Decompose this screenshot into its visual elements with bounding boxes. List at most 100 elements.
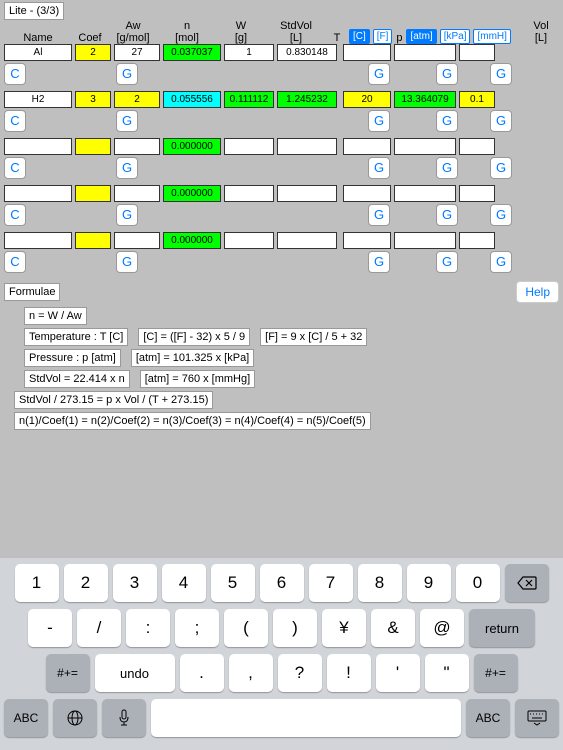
cell-aw[interactable]	[114, 232, 160, 249]
g-button[interactable]: G	[368, 157, 390, 179]
cell-t[interactable]	[343, 185, 391, 202]
cell-name[interactable]	[4, 185, 72, 202]
unit-c-button[interactable]: [C]	[349, 29, 370, 44]
key[interactable]: 4	[162, 564, 206, 602]
g-button[interactable]: G	[436, 204, 458, 226]
cell-name[interactable]: H2	[4, 91, 72, 108]
abc-key[interactable]: ABC	[4, 699, 48, 737]
cell-n[interactable]: 0.000000	[163, 232, 221, 249]
globe-key[interactable]	[53, 699, 97, 737]
key[interactable]: ¥	[322, 609, 366, 647]
cell-n[interactable]: 0.037037	[163, 44, 221, 61]
key[interactable]: 5	[211, 564, 255, 602]
cell-coef[interactable]	[75, 232, 111, 249]
return-key[interactable]: return	[469, 609, 535, 647]
cell-t[interactable]	[343, 44, 391, 61]
key[interactable]: @	[420, 609, 464, 647]
spacebar-key[interactable]	[151, 699, 461, 737]
key[interactable]: -	[28, 609, 72, 647]
g-button[interactable]: G	[436, 63, 458, 85]
g-button[interactable]: G	[116, 110, 138, 132]
cell-w[interactable]: 0.111112	[224, 91, 274, 108]
unit-atm-button[interactable]: [atm]	[406, 29, 436, 44]
cell-t[interactable]: 20	[343, 91, 391, 108]
cell-coef[interactable]: 2	[75, 44, 111, 61]
key[interactable]: /	[77, 609, 121, 647]
cell-t[interactable]	[343, 138, 391, 155]
key[interactable]: !	[327, 654, 371, 692]
g-button[interactable]: G	[368, 251, 390, 273]
cell-t[interactable]	[343, 232, 391, 249]
cell-vol[interactable]	[459, 185, 495, 202]
help-button[interactable]: Help	[516, 281, 559, 303]
cell-aw[interactable]	[114, 138, 160, 155]
c-button[interactable]: C	[4, 251, 26, 273]
mic-key[interactable]	[102, 699, 146, 737]
g-button[interactable]: G	[436, 157, 458, 179]
backspace-key[interactable]	[505, 564, 549, 602]
g-button[interactable]: G	[116, 157, 138, 179]
key[interactable]: 1	[15, 564, 59, 602]
cell-p[interactable]: 13.364079	[394, 91, 456, 108]
c-button[interactable]: C	[4, 157, 26, 179]
key[interactable]: ?	[278, 654, 322, 692]
c-button[interactable]: C	[4, 110, 26, 132]
key[interactable]: 6	[260, 564, 304, 602]
g-button[interactable]: G	[368, 204, 390, 226]
cell-w[interactable]	[224, 185, 274, 202]
cell-stdvol[interactable]	[277, 138, 337, 155]
cell-coef[interactable]	[75, 138, 111, 155]
cell-vol[interactable]	[459, 232, 495, 249]
g-button[interactable]: G	[116, 204, 138, 226]
c-button[interactable]: C	[4, 204, 26, 226]
key[interactable]: &	[371, 609, 415, 647]
key[interactable]: ,	[229, 654, 273, 692]
undo-key[interactable]: undo	[95, 654, 175, 692]
g-button[interactable]: G	[490, 63, 512, 85]
g-button[interactable]: G	[436, 251, 458, 273]
cell-aw[interactable]: 2	[114, 91, 160, 108]
g-button[interactable]: G	[490, 204, 512, 226]
cell-coef[interactable]: 3	[75, 91, 111, 108]
key[interactable]: 8	[358, 564, 402, 602]
g-button[interactable]: G	[490, 251, 512, 273]
g-button[interactable]: G	[436, 110, 458, 132]
cell-w[interactable]: 1	[224, 44, 274, 61]
key[interactable]: (	[224, 609, 268, 647]
g-button[interactable]: G	[116, 63, 138, 85]
cell-stdvol[interactable]: 1.245232	[277, 91, 337, 108]
cell-w[interactable]	[224, 232, 274, 249]
key[interactable]: '	[376, 654, 420, 692]
cell-p[interactable]	[394, 44, 456, 61]
abc-key[interactable]: ABC	[466, 699, 510, 737]
cell-p[interactable]	[394, 185, 456, 202]
cell-aw[interactable]	[114, 185, 160, 202]
c-button[interactable]: C	[4, 63, 26, 85]
key[interactable]: 7	[309, 564, 353, 602]
cell-vol[interactable]: 0.1	[459, 91, 495, 108]
cell-n[interactable]: 0.000000	[163, 138, 221, 155]
cell-stdvol[interactable]	[277, 185, 337, 202]
key[interactable]: "	[425, 654, 469, 692]
cell-name[interactable]	[4, 138, 72, 155]
key[interactable]: 3	[113, 564, 157, 602]
cell-p[interactable]	[394, 232, 456, 249]
cell-aw[interactable]: 27	[114, 44, 160, 61]
shift-key[interactable]: #+=	[474, 654, 518, 692]
g-button[interactable]: G	[368, 63, 390, 85]
hide-keyboard-key[interactable]	[515, 699, 559, 737]
key[interactable]: 2	[64, 564, 108, 602]
cell-p[interactable]	[394, 138, 456, 155]
cell-n[interactable]: 0.055556	[163, 91, 221, 108]
cell-vol[interactable]	[459, 44, 495, 61]
g-button[interactable]: G	[116, 251, 138, 273]
key[interactable]: :	[126, 609, 170, 647]
key[interactable]: ;	[175, 609, 219, 647]
unit-kpa-button[interactable]: [kPa]	[440, 29, 471, 44]
cell-n[interactable]: 0.000000	[163, 185, 221, 202]
cell-vol[interactable]	[459, 138, 495, 155]
unit-f-button[interactable]: [F]	[373, 29, 393, 44]
cell-w[interactable]	[224, 138, 274, 155]
cell-stdvol[interactable]	[277, 232, 337, 249]
cell-coef[interactable]	[75, 185, 111, 202]
